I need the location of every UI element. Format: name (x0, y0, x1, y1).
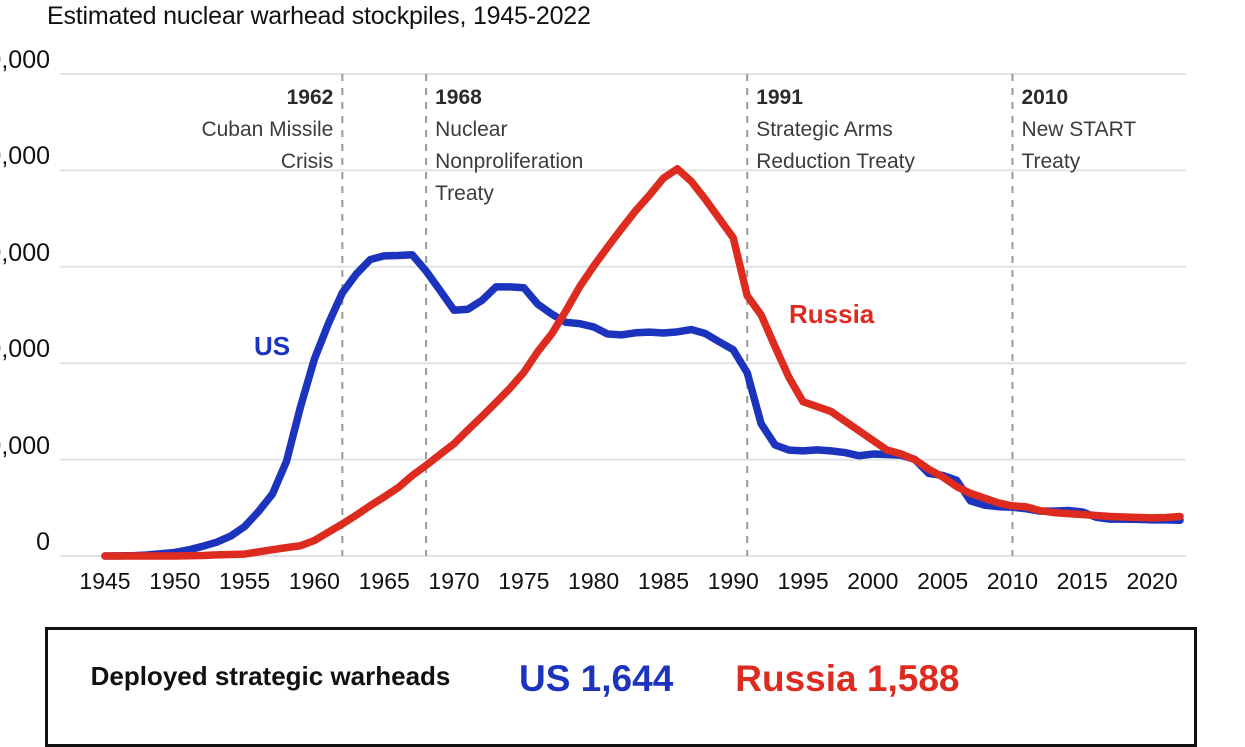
annotation-1968: 1968 Nuclear Nonproliferation Treaty (435, 82, 685, 210)
annotation-text-line: Treaty (435, 182, 494, 205)
annotation-text-line: Nonproliferation (435, 150, 584, 173)
x-tick-label: 1960 (288, 568, 340, 594)
annotation-text-line: Treaty (1021, 150, 1081, 173)
x-tick-label: 1975 (498, 568, 550, 594)
x-tick-label: 2005 (917, 568, 969, 594)
x-tick-label: 1990 (707, 568, 759, 594)
annotation-vertical-lines (341, 74, 1014, 556)
annotation-1962: 1962 Cuban Missile Crisis (83, 82, 333, 178)
annotation-text-line: New START (1021, 118, 1137, 141)
annotation-text-line: Nuclear (435, 118, 508, 141)
x-tick-label: 1980 (568, 568, 620, 594)
y-tick-label: 50,000 (0, 46, 50, 74)
annotation-text-line: Reduction Treaty (756, 150, 915, 173)
footer-russia-value: Russia 1,588 (735, 658, 960, 699)
annotation-text-line: Cuban Missile (201, 118, 334, 141)
x-tick-label: 1995 (777, 568, 829, 594)
y-tick-label: 0 (36, 528, 50, 556)
page-title: Estimated nuclear warhead stockpiles, 19… (47, 2, 591, 30)
x-tick-label: 2015 (1056, 568, 1108, 594)
series-line-russia (101, 165, 1184, 560)
y-tick-label: 10,000 (0, 431, 50, 460)
annotation-year: 1968 (435, 86, 482, 109)
y-tick-label: 40,000 (0, 142, 50, 171)
y-tick-label: 20,000 (0, 335, 50, 364)
annotation-2010: 2010 New START Treaty (1021, 82, 1245, 178)
x-tick-label: 1985 (637, 568, 690, 594)
annotation-year: 1991 (756, 86, 803, 109)
annotation-text-line: Strategic Arms (756, 118, 893, 141)
series-line-us (101, 250, 1184, 560)
x-tick-label: 1950 (149, 568, 201, 594)
footer-us-value: US 1,644 (519, 658, 674, 699)
x-tick-label: 1945 (79, 568, 131, 594)
annotation-1991: 1991 Strategic Arms Reduction Treaty (756, 82, 1006, 178)
chart-svg (60, 73, 1186, 560)
x-tick-label: 2000 (847, 568, 899, 594)
x-tick-label: 2020 (1126, 568, 1178, 594)
footer-callout-box: Deployed strategic warheads US 1,644 Rus… (45, 627, 1197, 747)
series-label-us: US (254, 331, 291, 361)
footer-caption: Deployed strategic warheads (90, 661, 451, 691)
x-tick-label: 2010 (986, 568, 1039, 594)
footer-content: Deployed strategic warheads US 1,644 Rus… (48, 630, 1194, 744)
series-label-russia: Russia (789, 299, 875, 329)
annotation-year: 2010 (1021, 86, 1069, 109)
x-tick-label: 1955 (219, 568, 271, 594)
chart-plot-area: 0 10,000 20,000 30,000 40,000 50,000 1945 1950… (0, 46, 1245, 594)
x-tick-label: 1965 (358, 568, 410, 594)
annotation-year: 1962 (286, 86, 334, 109)
x-tick-label: 1970 (428, 568, 480, 594)
annotation-text-line: Crisis (280, 150, 334, 173)
y-tick-label: 30,000 (0, 238, 50, 267)
